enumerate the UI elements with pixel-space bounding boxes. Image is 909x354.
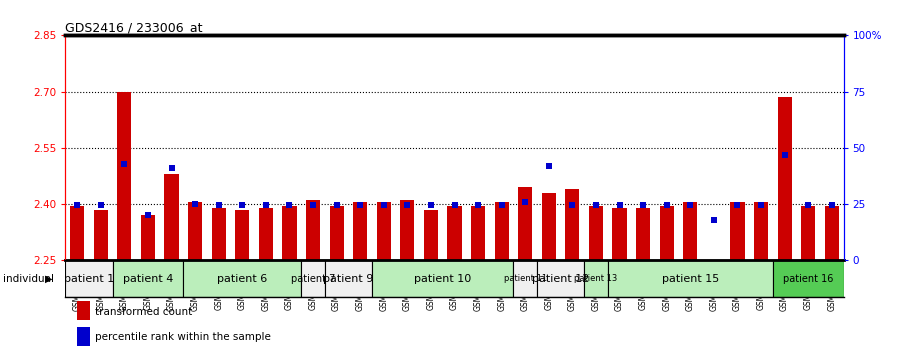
Text: patient 7: patient 7 (291, 274, 335, 284)
Text: patient 6: patient 6 (217, 274, 267, 284)
Bar (824, 206, 839, 260)
Bar (754, 202, 768, 260)
Text: patient 15: patient 15 (662, 274, 719, 284)
Bar (424, 210, 438, 260)
Text: patient 13: patient 13 (574, 274, 617, 283)
Text: GSM135258: GSM135258 (544, 264, 554, 310)
Text: GSM135238: GSM135238 (639, 264, 647, 310)
Bar (117, 92, 132, 260)
Text: GSM135254: GSM135254 (379, 264, 388, 310)
Bar (608, 260, 773, 297)
Bar (400, 200, 415, 260)
Text: GDS2416 / 233006_at: GDS2416 / 233006_at (65, 21, 203, 34)
Bar (376, 202, 391, 260)
Text: patient 1: patient 1 (64, 274, 115, 284)
Text: GSM135233: GSM135233 (73, 264, 82, 310)
Text: patient 12: patient 12 (532, 274, 589, 284)
Bar (94, 210, 108, 260)
Text: GSM135243: GSM135243 (262, 264, 270, 310)
Bar (306, 200, 320, 260)
Bar (471, 206, 485, 260)
Bar (777, 97, 792, 260)
Bar (613, 208, 626, 260)
Text: patient 16: patient 16 (783, 274, 834, 284)
Bar (77, 302, 90, 320)
Text: GSM135235: GSM135235 (167, 264, 176, 310)
Bar (730, 202, 744, 260)
Bar (494, 202, 509, 260)
Text: patient 4: patient 4 (123, 274, 173, 284)
Bar (165, 174, 179, 260)
Text: GSM135256: GSM135256 (685, 264, 694, 310)
Text: GSM135240: GSM135240 (733, 264, 742, 310)
Text: GSM135249: GSM135249 (827, 264, 836, 310)
Text: GSM135231: GSM135231 (215, 264, 224, 310)
Text: GSM135255: GSM135255 (403, 264, 412, 310)
Text: GSM135260: GSM135260 (120, 264, 129, 310)
Text: GSM135253: GSM135253 (780, 264, 789, 310)
Text: GSM135247: GSM135247 (568, 264, 577, 310)
Text: GSM135234: GSM135234 (96, 264, 105, 310)
Bar (141, 215, 155, 260)
Text: percentile rank within the sample: percentile rank within the sample (95, 332, 271, 342)
Text: GSM135261: GSM135261 (426, 264, 435, 310)
Text: GSM135236: GSM135236 (191, 264, 200, 310)
Bar (514, 260, 537, 297)
Text: GSM135239: GSM135239 (663, 264, 671, 310)
Bar (301, 260, 325, 297)
Text: GSM135232: GSM135232 (144, 264, 153, 310)
Bar (259, 208, 273, 260)
Bar (188, 202, 202, 260)
Bar (660, 206, 674, 260)
Text: GSM135257: GSM135257 (709, 264, 718, 310)
Text: individual: individual (3, 274, 54, 284)
Bar (589, 206, 603, 260)
Bar (212, 208, 225, 260)
Text: GSM135252: GSM135252 (308, 264, 317, 310)
Text: patient 10: patient 10 (415, 274, 472, 284)
Bar (447, 206, 462, 260)
Text: GSM135237: GSM135237 (615, 264, 624, 310)
Text: GSM135251: GSM135251 (285, 264, 294, 310)
Bar (636, 208, 650, 260)
Text: GSM135250: GSM135250 (592, 264, 601, 310)
Text: transformed count: transformed count (95, 307, 193, 316)
Bar (235, 210, 249, 260)
Bar (773, 260, 844, 297)
Bar (113, 260, 184, 297)
Text: GSM135241: GSM135241 (804, 264, 813, 310)
Text: GSM135248: GSM135248 (756, 264, 765, 310)
Bar (77, 327, 90, 346)
Bar (565, 189, 579, 260)
Bar (330, 206, 344, 260)
Bar (184, 260, 301, 297)
Text: GSM135246: GSM135246 (521, 264, 530, 310)
Bar (70, 206, 85, 260)
Bar (372, 260, 514, 297)
Text: GSM135244: GSM135244 (332, 264, 341, 310)
Text: patient 11: patient 11 (504, 274, 547, 283)
Text: GSM135242: GSM135242 (238, 264, 246, 310)
Bar (537, 260, 584, 297)
Text: GSM135229: GSM135229 (450, 264, 459, 310)
Text: GSM135230: GSM135230 (474, 264, 483, 310)
Bar (65, 260, 113, 297)
Bar (325, 260, 372, 297)
Bar (518, 187, 533, 260)
Text: patient 9: patient 9 (324, 274, 374, 284)
Text: ▶: ▶ (45, 274, 53, 284)
Bar (283, 206, 296, 260)
Bar (801, 206, 815, 260)
Bar (542, 193, 556, 260)
Bar (353, 202, 367, 260)
Text: GSM135245: GSM135245 (497, 264, 506, 310)
Bar (684, 202, 697, 260)
Bar (584, 260, 608, 297)
Text: GSM135259: GSM135259 (355, 264, 365, 310)
